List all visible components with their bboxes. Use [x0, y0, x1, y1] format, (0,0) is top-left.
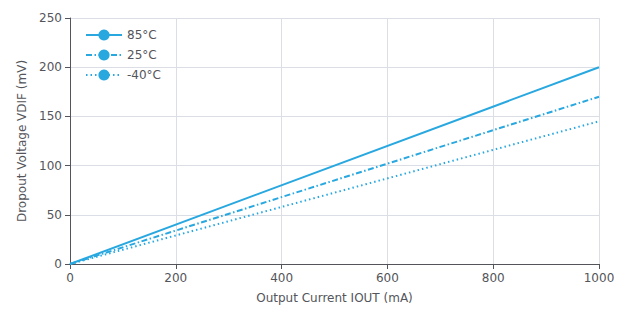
svg-text:100: 100 [39, 159, 62, 173]
svg-text:200: 200 [39, 60, 62, 74]
svg-text:150: 150 [39, 109, 62, 123]
svg-text:0: 0 [66, 271, 74, 285]
svg-text:400: 400 [270, 271, 293, 285]
svg-text:Dropout Voltage VDIF (mV): Dropout Voltage VDIF (mV) [15, 60, 29, 222]
svg-text:800: 800 [482, 271, 505, 285]
svg-text:-40°C: -40°C [127, 68, 161, 82]
svg-text:250: 250 [39, 11, 62, 25]
svg-text:25°C: 25°C [127, 48, 157, 62]
svg-text:1000: 1000 [584, 271, 615, 285]
svg-text:200: 200 [164, 271, 187, 285]
svg-text:Output Current IOUT (mA): Output Current IOUT (mA) [256, 291, 413, 305]
svg-text:0: 0 [54, 257, 62, 271]
svg-text:600: 600 [376, 271, 399, 285]
svg-text:50: 50 [47, 208, 62, 222]
svg-text:85°C: 85°C [127, 28, 157, 42]
